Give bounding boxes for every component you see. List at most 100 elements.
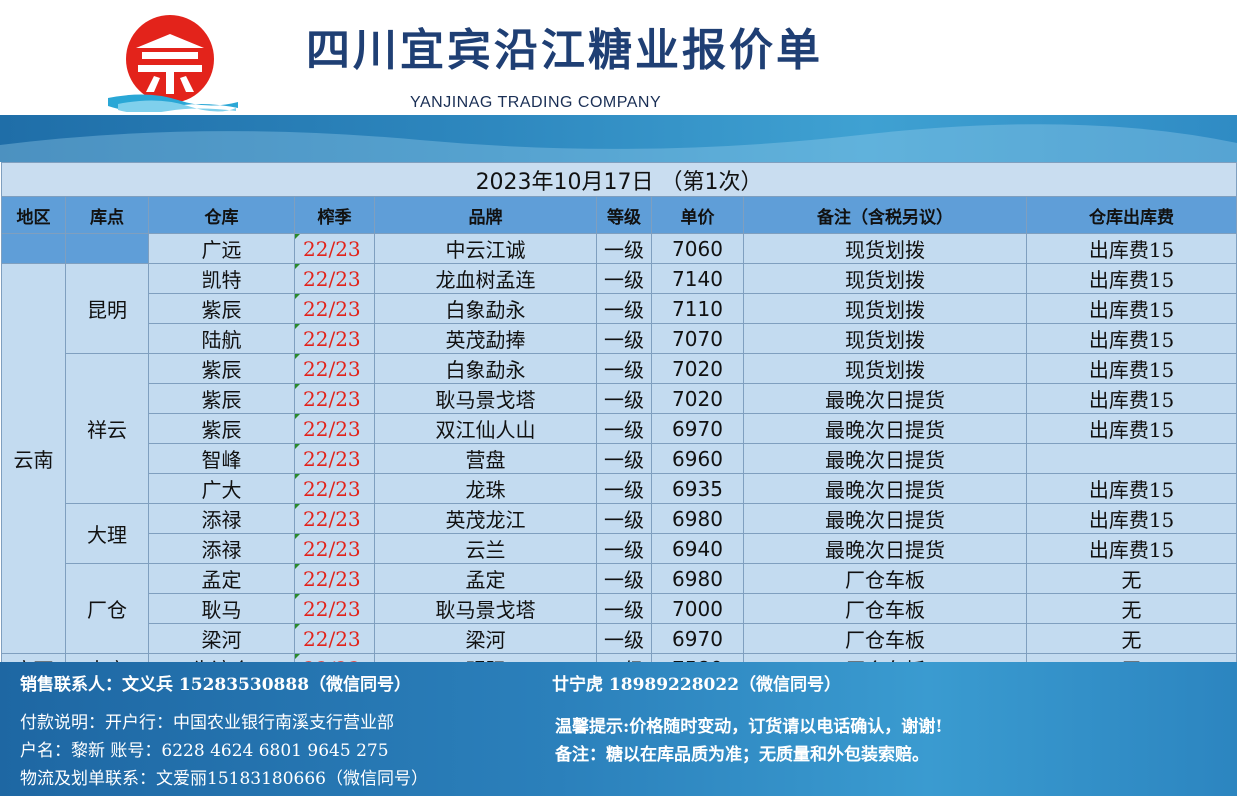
fee-cell: [1025, 443, 1237, 474]
price-cell: 7070: [651, 323, 744, 354]
note-cell: 现货划拨: [743, 293, 1027, 324]
warehouse-cell: 智峰: [148, 443, 295, 474]
table-row: 梁河 22/23 梁河 一级 6970 厂仓车板 无: [2, 623, 1237, 654]
warehouse-cell: 紫辰: [148, 293, 295, 324]
season-cell: 22/23: [294, 593, 375, 624]
col-header: 等级: [596, 196, 652, 234]
note-cell: 最晚次日提货: [743, 443, 1027, 474]
season-cell: 22/23: [294, 563, 375, 594]
grade-cell: 一级: [596, 503, 652, 534]
col-header: 仓库: [148, 196, 295, 234]
warehouse-cell: 凯特: [148, 263, 295, 294]
price-cell: 6970: [651, 623, 744, 654]
price-table: 2023年10月17日 （第1次） 地区 库点 仓库 榨季 品牌 等级 单价 备…: [0, 162, 1237, 684]
col-header: 备注（含税另议）: [743, 196, 1027, 234]
grade-cell: 一级: [596, 413, 652, 444]
quality-note: 备注：糖以在库品质为准；无质量和外包装索赔。: [555, 745, 929, 765]
brand-cell: 英茂龙江: [374, 503, 597, 534]
warehouse-cell: 添禄: [148, 503, 295, 534]
point-cell: 大理: [65, 503, 149, 564]
note-cell: 现货划拨: [743, 263, 1027, 294]
brand-cell: 白象勐永: [374, 353, 597, 384]
brand-cell: 营盘: [374, 443, 597, 474]
col-header: 单价: [651, 196, 744, 234]
col-header: 库点: [65, 196, 149, 234]
brand-cell: 耿马景戈塔: [374, 593, 597, 624]
region-cell-empty: [1, 233, 66, 264]
logo-icon: [108, 15, 238, 112]
col-header: 品牌: [374, 196, 597, 234]
brand-cell: 龙珠: [374, 473, 597, 504]
price-cell: 7060: [651, 233, 744, 264]
season-cell: 22/23: [294, 383, 375, 414]
fee-cell: 无: [1025, 623, 1237, 654]
price-cell: 6980: [651, 563, 744, 594]
season-cell: 22/23: [294, 323, 375, 354]
grade-cell: 一级: [596, 383, 652, 414]
table-header: 地区 库点 仓库 榨季 品牌 等级 单价 备注（含税另议） 仓库出库费: [1, 196, 1237, 234]
grade-cell: 一级: [596, 533, 652, 564]
point-cell-empty: [65, 233, 149, 264]
fee-cell: 无: [1025, 593, 1237, 624]
note-cell: 厂仓车板: [743, 563, 1027, 594]
fee-cell: 出库费15: [1025, 323, 1237, 354]
point-cell: 厂仓: [65, 563, 149, 654]
price-tip: 温馨提示:价格随时变动，订货请以电话确认，谢谢!: [555, 717, 943, 737]
table-row: 紫辰 22/23 白象勐永 一级 7110 现货划拨 出库费15: [2, 293, 1237, 324]
grade-cell: 一级: [596, 323, 652, 354]
header-band: [0, 115, 1237, 162]
price-cell: 7140: [651, 263, 744, 294]
fee-cell: 出库费15: [1025, 413, 1237, 444]
brand-cell: 孟定: [374, 563, 597, 594]
note-cell: 现货划拨: [743, 323, 1027, 354]
season-cell: 22/23: [294, 473, 375, 504]
brand-cell: 双江仙人山: [374, 413, 597, 444]
warehouse-cell: 梁河: [148, 623, 295, 654]
fee-cell: 无: [1025, 563, 1237, 594]
col-header: 地区: [1, 196, 66, 234]
table-row: 云南 昆明 凯特 22/23 龙血树孟连 一级 7140 现货划拨 出库费15: [1, 263, 1237, 654]
note-cell: 最晚次日提货: [743, 473, 1027, 504]
warehouse-cell: 耿马: [148, 593, 295, 624]
table-row: 紫辰 22/23 耿马景戈塔 一级 7020 最晚次日提货 出库费15: [2, 383, 1237, 414]
season-cell: 22/23: [294, 533, 375, 564]
fee-cell: 出库费15: [1025, 293, 1237, 324]
table-row: 大理 添禄 22/23 英茂龙江 一级 6980 最晚次日提货 出库费15: [2, 503, 1237, 564]
fee-cell: 出库费15: [1025, 383, 1237, 414]
fee-cell: 出库费15: [1025, 533, 1237, 564]
price-cell: 7020: [651, 353, 744, 384]
brand-cell: 龙血树孟连: [374, 263, 597, 294]
grade-cell: 一级: [596, 293, 652, 324]
point-cell: 昆明: [65, 263, 149, 354]
season-cell: 22/23: [294, 353, 375, 384]
table-row: 祥云 紫辰 22/23 白象勐永 一级 7020 现货划拨 出库费15: [2, 353, 1237, 504]
header: 四川宜宾沿江糖业报价单 YANJINAG TRADING COMPANY: [0, 0, 1237, 115]
company-subtitle: YANJINAG TRADING COMPANY: [410, 94, 662, 111]
brand-cell: 梁河: [374, 623, 597, 654]
footer: 销售联系人：文义兵 15283530888（微信同号） 廿宁虎 18989228…: [0, 662, 1237, 796]
season-cell: 22/23: [294, 293, 375, 324]
season-cell: 22/23: [294, 443, 375, 474]
grade-cell: 一级: [596, 443, 652, 474]
season-cell: 22/23: [294, 233, 375, 264]
brand-cell: 耿马景戈塔: [374, 383, 597, 414]
season-cell: 22/23: [294, 263, 375, 294]
season-cell: 22/23: [294, 413, 375, 444]
table-row: 添禄 22/23 云兰 一级 6940 最晚次日提货 出库费15: [2, 533, 1237, 564]
note-cell: 最晚次日提货: [743, 533, 1027, 564]
fee-cell: 出库费15: [1025, 263, 1237, 294]
price-cell: 6980: [651, 503, 744, 534]
season-cell: 22/23: [294, 623, 375, 654]
season-cell: 22/23: [294, 503, 375, 534]
account-info: 户名：黎新 账号：6228 4624 6801 9645 275: [20, 741, 389, 761]
note-cell: 最晚次日提货: [743, 413, 1027, 444]
grade-cell: 一级: [596, 353, 652, 384]
col-header: 榨季: [294, 196, 375, 234]
wave-decoration: [0, 124, 1237, 162]
table-row: 耿马 22/23 耿马景戈塔 一级 7000 厂仓车板 无: [2, 593, 1237, 624]
table-row: 陆航 22/23 英茂勐捧 一级 7070 现货划拨 出库费15: [2, 323, 1237, 354]
warehouse-cell: 孟定: [148, 563, 295, 594]
sales-contact: 销售联系人：文义兵 15283530888（微信同号）: [20, 675, 412, 695]
warehouse-cell: 陆航: [148, 323, 295, 354]
note-cell: 最晚次日提货: [743, 503, 1027, 534]
